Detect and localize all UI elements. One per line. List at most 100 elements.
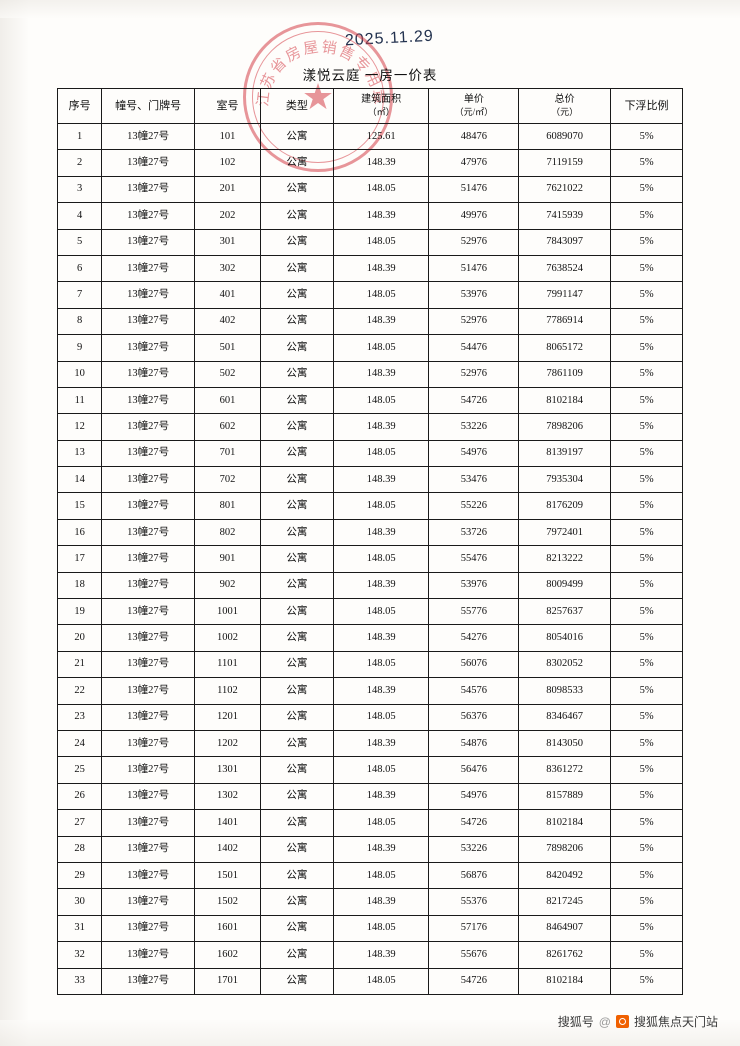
cell-room: 1301 xyxy=(193,756,262,784)
table-row: 28 13幢27号 1402 公寓 148.39 53226 7898206 5% xyxy=(56,835,683,863)
cell-room: 602 xyxy=(193,413,262,441)
cell-seq: 28 xyxy=(56,835,103,863)
cell-total-price: 8213222 xyxy=(518,545,612,573)
cell-discount: 5% xyxy=(610,888,683,916)
cell-total-price: 8420492 xyxy=(518,861,612,890)
cell-area: 125.61 xyxy=(332,122,430,151)
cell-area: 148.39 xyxy=(332,835,430,863)
cell-room: 1601 xyxy=(193,914,262,943)
cell-building: 13幢27号 xyxy=(101,149,195,177)
cell-room: 102 xyxy=(193,149,262,177)
cell-building: 13幢27号 xyxy=(101,360,195,388)
cell-building: 13幢27号 xyxy=(101,967,195,995)
cell-room: 1101 xyxy=(193,650,262,679)
cell-area: 148.05 xyxy=(332,809,430,837)
cell-area: 148.39 xyxy=(332,571,430,600)
cell-room: 601 xyxy=(193,386,262,415)
cell-discount: 5% xyxy=(610,729,683,758)
cell-area: 148.39 xyxy=(332,888,430,916)
cell-discount: 5% xyxy=(610,624,683,652)
cell-room: 502 xyxy=(193,360,262,388)
header-room: 室号 xyxy=(193,88,262,124)
header-unit-price-unit: （元/㎡） xyxy=(454,106,494,117)
cell-area: 148.05 xyxy=(332,334,430,362)
table-row: 24 13幢27号 1202 公寓 148.39 54876 8143050 5% xyxy=(56,729,683,758)
cell-building: 13幢27号 xyxy=(101,835,195,863)
table-row: 12 13幢27号 602 公寓 148.39 53226 7898206 5% xyxy=(56,413,683,441)
cell-seq: 27 xyxy=(56,809,103,837)
cell-area: 148.05 xyxy=(332,914,430,943)
cell-building: 13幢27号 xyxy=(101,254,195,283)
cell-seq: 16 xyxy=(56,518,103,547)
cell-unit-price: 57176 xyxy=(428,914,520,943)
cell-unit-price: 48476 xyxy=(428,122,520,151)
cell-type: 公寓 xyxy=(260,914,334,943)
cell-seq: 8 xyxy=(56,307,103,336)
cell-seq: 33 xyxy=(56,967,103,995)
header-seq: 序号 xyxy=(56,88,103,124)
cell-unit-price: 54876 xyxy=(428,729,520,758)
table-row: 25 13幢27号 1301 公寓 148.05 56476 8361272 5% xyxy=(56,756,683,784)
cell-seq: 17 xyxy=(56,545,103,573)
cell-type: 公寓 xyxy=(260,888,334,916)
header-area: 建筑面积 （㎡） xyxy=(332,88,430,124)
cell-room: 901 xyxy=(193,545,262,573)
cell-seq: 10 xyxy=(56,360,103,388)
table-row: 11 13幢27号 601 公寓 148.05 54726 8102184 5% xyxy=(56,386,683,415)
cell-total-price: 7861109 xyxy=(518,360,612,388)
cell-area: 148.05 xyxy=(332,967,430,995)
table-row: 18 13幢27号 902 公寓 148.39 53976 8009499 5% xyxy=(56,571,683,600)
header-building: 幢号、门牌号 xyxy=(101,88,195,124)
cell-area: 148.39 xyxy=(332,677,430,705)
cell-discount: 5% xyxy=(610,254,683,283)
table-row: 19 13幢27号 1001 公寓 148.05 55776 8257637 5% xyxy=(56,598,683,626)
cell-discount: 5% xyxy=(610,281,683,309)
cell-total-price: 8157889 xyxy=(518,782,612,811)
cell-discount: 5% xyxy=(610,228,683,256)
cell-total-price: 7898206 xyxy=(518,835,612,863)
cell-area: 148.05 xyxy=(332,175,430,204)
cell-discount: 5% xyxy=(610,386,683,415)
cell-total-price: 8302052 xyxy=(518,650,612,679)
cell-total-price: 8065172 xyxy=(518,334,612,362)
cell-discount: 5% xyxy=(610,598,683,626)
cell-discount: 5% xyxy=(610,149,683,177)
table-row: 29 13幢27号 1501 公寓 148.05 56876 8420492 5% xyxy=(56,861,683,890)
table-row: 20 13幢27号 1002 公寓 148.39 54276 8054016 5% xyxy=(56,624,683,652)
cell-room: 202 xyxy=(193,202,262,230)
cell-discount: 5% xyxy=(610,307,683,336)
cell-type: 公寓 xyxy=(260,492,334,520)
cell-seq: 29 xyxy=(56,861,103,890)
cell-discount: 5% xyxy=(610,360,683,388)
footer-attribution: 搜狐号 @ 搜狐焦点天门站 xyxy=(558,1013,718,1030)
cell-unit-price: 54726 xyxy=(428,809,520,837)
cell-discount: 5% xyxy=(610,439,683,468)
table-row: 6 13幢27号 302 公寓 148.39 51476 7638524 5% xyxy=(56,254,683,283)
cell-building: 13幢27号 xyxy=(101,202,195,230)
cell-unit-price: 55776 xyxy=(428,598,520,626)
cell-unit-price: 56076 xyxy=(428,650,520,679)
cell-room: 302 xyxy=(193,254,262,283)
cell-discount: 5% xyxy=(610,202,683,230)
cell-total-price: 8176209 xyxy=(518,492,612,520)
cell-total-price: 8346467 xyxy=(518,703,612,731)
cell-type: 公寓 xyxy=(260,149,334,177)
cell-area: 148.39 xyxy=(332,941,430,969)
cell-room: 101 xyxy=(193,122,262,151)
cell-building: 13幢27号 xyxy=(101,518,195,547)
cell-building: 13幢27号 xyxy=(101,571,195,600)
cell-total-price: 8102184 xyxy=(518,967,612,995)
cell-building: 13幢27号 xyxy=(101,624,195,652)
cell-discount: 5% xyxy=(610,967,683,995)
cell-type: 公寓 xyxy=(260,307,334,336)
cell-total-price: 6089070 xyxy=(518,122,612,151)
cell-seq: 24 xyxy=(56,729,103,758)
cell-building: 13幢27号 xyxy=(101,941,195,969)
cell-building: 13幢27号 xyxy=(101,122,195,151)
cell-building: 13幢27号 xyxy=(101,809,195,837)
cell-unit-price: 56476 xyxy=(428,756,520,784)
header-total-price-label: 总价 xyxy=(554,94,575,106)
cell-total-price: 8139197 xyxy=(518,439,612,468)
cell-total-price: 7843097 xyxy=(518,228,612,256)
table-row: 33 13幢27号 1701 公寓 148.05 54726 8102184 5% xyxy=(56,967,683,995)
